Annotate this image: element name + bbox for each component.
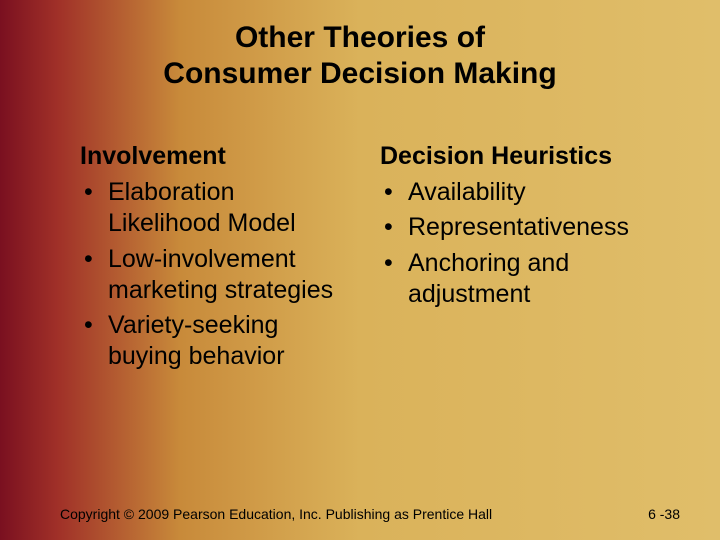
- title-line-1: Other Theories of: [235, 21, 485, 54]
- list-item: Variety-seeking buying behavior: [80, 310, 350, 373]
- title-line-2: Consumer Decision Making: [163, 57, 556, 90]
- list-item: Availability: [380, 177, 650, 208]
- left-column: Involvement Elaboration Likelihood Model…: [80, 142, 350, 377]
- right-heading: Decision Heuristics: [380, 142, 650, 171]
- left-heading: Involvement: [80, 142, 350, 171]
- right-bullets: Availability Representativeness Anchorin…: [380, 177, 650, 310]
- list-item: Representativeness: [380, 212, 650, 243]
- content-columns: Involvement Elaboration Likelihood Model…: [0, 142, 720, 377]
- copyright-text: Copyright © 2009 Pearson Education, Inc.…: [60, 506, 492, 522]
- footer: Copyright © 2009 Pearson Education, Inc.…: [0, 506, 720, 522]
- page-number: 6 -38: [648, 506, 680, 522]
- left-bullets: Elaboration Likelihood Model Low-involve…: [80, 177, 350, 373]
- list-item: Low-involvement marketing strategies: [80, 244, 350, 307]
- slide-title: Other Theories of Consumer Decision Maki…: [0, 20, 720, 92]
- slide: Other Theories of Consumer Decision Maki…: [0, 0, 720, 540]
- list-item: Elaboration Likelihood Model: [80, 177, 350, 240]
- right-column: Decision Heuristics Availability Represe…: [380, 142, 650, 377]
- list-item: Anchoring and adjustment: [380, 248, 650, 311]
